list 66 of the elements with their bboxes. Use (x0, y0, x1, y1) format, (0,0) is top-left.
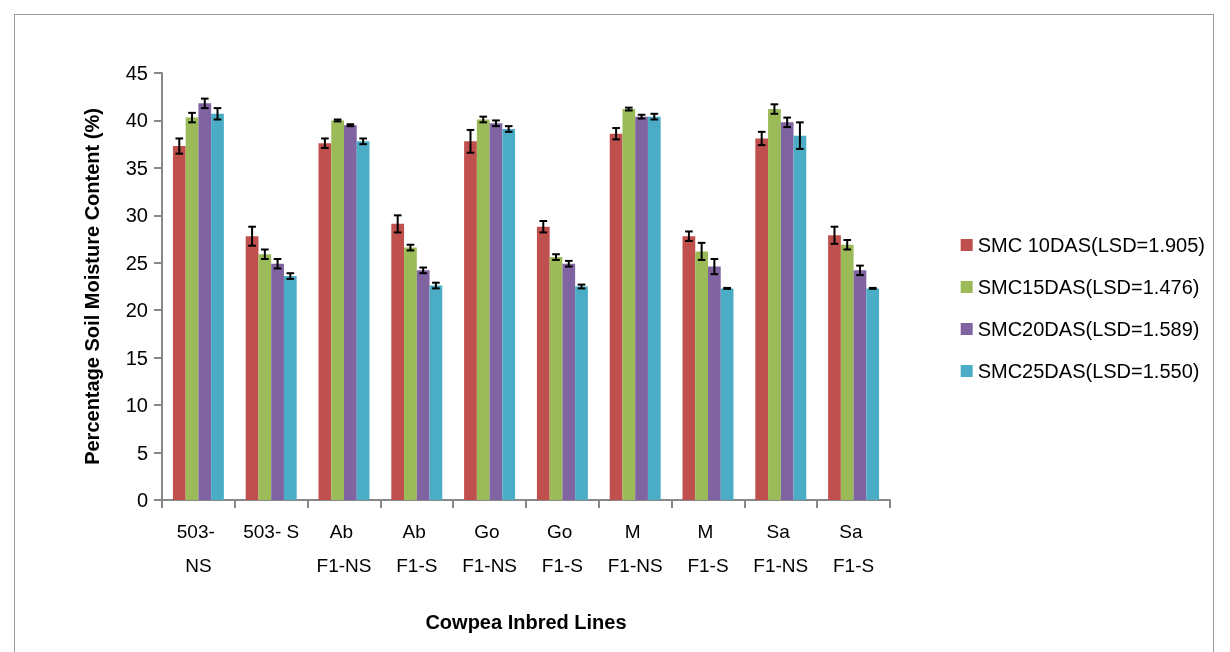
bar (185, 117, 199, 500)
legend-label: SMC15DAS(LSD=1.476) (977, 276, 1200, 298)
y-tick-label: 45 (125, 62, 148, 84)
bar (331, 120, 344, 500)
bar (416, 270, 430, 500)
x-tick-label: 503- S (243, 520, 300, 542)
bar (635, 116, 648, 500)
y-tick-label: 0 (136, 489, 148, 511)
bar (793, 135, 807, 500)
bar (344, 125, 357, 500)
legend-label: SMC 10DAS(LSD=1.905) (977, 234, 1205, 256)
x-axis-title: Cowpea Inbred Lines (425, 611, 627, 633)
bar (575, 286, 588, 500)
bar (720, 288, 734, 500)
y-tick-label: 15 (125, 346, 148, 369)
bar (708, 266, 721, 500)
bar (682, 236, 696, 500)
bar (647, 116, 661, 500)
bar (536, 226, 550, 500)
y-tick-label: 25 (125, 251, 148, 274)
x-tick-label: M F1-S (687, 520, 729, 576)
y-tick-label: 40 (125, 109, 148, 132)
y-tick-label: 30 (125, 204, 148, 227)
legend-label: SMC20DAS(LSD=1.589) (977, 318, 1200, 340)
bar (356, 141, 370, 500)
bar (283, 276, 297, 500)
bar (840, 244, 854, 500)
y-tick-label: 10 (125, 394, 148, 417)
bar (476, 119, 490, 500)
bar (828, 235, 841, 500)
bar (768, 109, 781, 500)
bar (489, 123, 503, 500)
bar (245, 236, 259, 500)
bar (549, 257, 563, 500)
bar (622, 109, 636, 500)
y-tick-label: 35 (125, 156, 148, 179)
bar (198, 103, 212, 500)
bar (609, 133, 623, 500)
legend-label: SMC25DAS(LSD=1.550) (977, 360, 1200, 382)
bar (502, 128, 516, 500)
bar (562, 263, 576, 500)
bar (271, 263, 284, 500)
x-tick-label: Go F1-S (541, 520, 583, 576)
x-tick-label: Ab F1-S (396, 520, 438, 576)
bar (258, 254, 272, 500)
x-tick-label: Sa F1-S (833, 520, 875, 576)
x-tick-label: Sa F1-NS (753, 520, 809, 576)
bar (695, 251, 708, 500)
bar (211, 113, 224, 500)
bar (780, 122, 794, 500)
y-tick-label: 20 (125, 299, 148, 322)
y-tick-label: 5 (136, 441, 148, 464)
bar (853, 270, 867, 500)
bar (172, 146, 186, 500)
bar (866, 288, 880, 500)
bar (404, 247, 417, 500)
x-tick-label: Ab F1-NS (316, 520, 372, 576)
x-tick-label: 503- NS (176, 520, 221, 576)
x-tick-label: Go F1-NS (462, 520, 518, 576)
x-tick-label: M F1-NS (607, 520, 663, 576)
bar (318, 143, 332, 500)
bar (464, 141, 477, 500)
bar (391, 223, 405, 500)
bar (755, 138, 769, 500)
y-axis-title: Percentage Soil Moisture Content (%) (81, 108, 103, 465)
bar (429, 285, 443, 500)
